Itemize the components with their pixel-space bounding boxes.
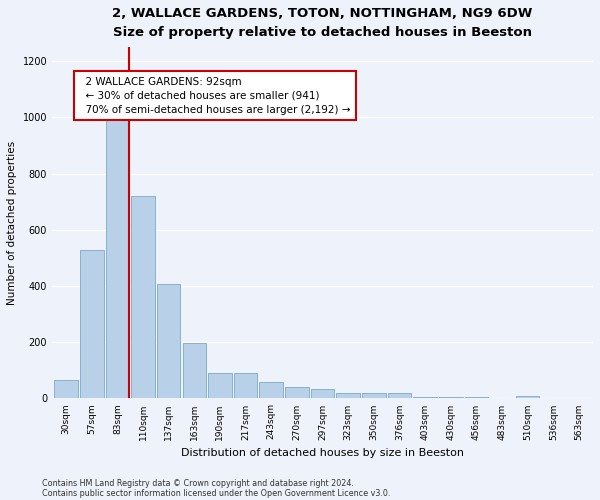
Bar <box>234 373 257 398</box>
Text: Contains HM Land Registry data © Crown copyright and database right 2024.: Contains HM Land Registry data © Crown c… <box>42 478 354 488</box>
Bar <box>516 396 539 398</box>
Bar <box>311 390 334 398</box>
Bar <box>208 373 232 398</box>
Bar <box>464 397 488 398</box>
Bar <box>413 397 437 398</box>
Bar <box>106 118 129 398</box>
Text: Contains public sector information licensed under the Open Government Licence v3: Contains public sector information licen… <box>42 488 391 498</box>
Y-axis label: Number of detached properties: Number of detached properties <box>7 140 17 305</box>
Bar <box>439 397 463 398</box>
Bar <box>131 196 155 398</box>
Title: 2, WALLACE GARDENS, TOTON, NOTTINGHAM, NG9 6DW
Size of property relative to deta: 2, WALLACE GARDENS, TOTON, NOTTINGHAM, N… <box>112 7 533 39</box>
X-axis label: Distribution of detached houses by size in Beeston: Distribution of detached houses by size … <box>181 448 464 458</box>
Bar <box>80 250 104 398</box>
Bar <box>157 284 181 399</box>
Bar <box>54 380 78 398</box>
Bar <box>285 387 308 398</box>
Bar <box>388 394 411 398</box>
Text: 2 WALLACE GARDENS: 92sqm
  ← 30% of detached houses are smaller (941)
  70% of s: 2 WALLACE GARDENS: 92sqm ← 30% of detach… <box>79 76 350 114</box>
Bar <box>182 343 206 398</box>
Bar <box>259 382 283 398</box>
Bar <box>337 394 360 398</box>
Bar <box>362 393 386 398</box>
